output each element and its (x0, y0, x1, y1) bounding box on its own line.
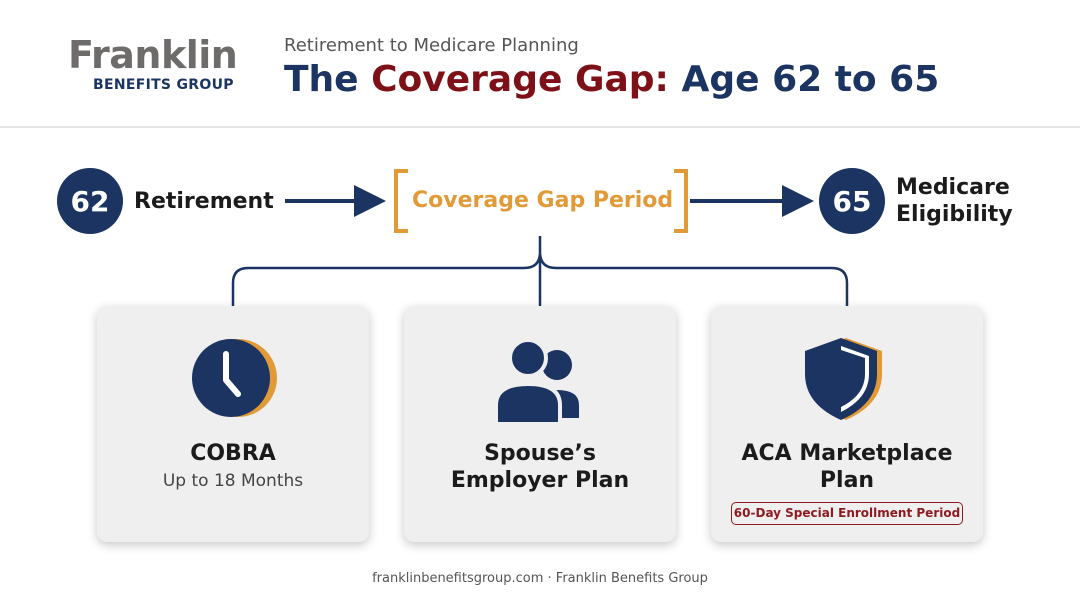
spouse-plan-title-line-1: Spouse’s (484, 441, 596, 466)
medicare-label-line-2: Eligibility (896, 202, 1013, 227)
cobra-title: COBRA (190, 441, 276, 466)
logo-name: Franklin (68, 33, 238, 77)
logo-subtitle: BENEFITS GROUP (93, 77, 234, 93)
users-icon (404, 334, 676, 422)
age-65-circle: 65 (819, 168, 885, 234)
cobra-card: COBRA Up to 18 Months (97, 306, 369, 542)
spouse-plan-title: Spouse’s Employer Plan (404, 440, 676, 494)
aca-plan-title-line-1: ACA Marketplace (741, 441, 953, 466)
header: Franklin BENEFITS GROUP Retirement to Me… (0, 0, 1080, 128)
footer: franklinbenefitsgroup.com · Franklin Ben… (372, 571, 708, 586)
gap-bracket-left (394, 169, 408, 233)
aca-plan-card: ACA Marketplace Plan 60-Day Special Enro… (711, 306, 983, 542)
supertitle: Retirement to Medicare Planning (284, 35, 579, 56)
aca-plan-title: ACA Marketplace Plan (711, 440, 983, 494)
coverage-gap-label: Coverage Gap Period (412, 188, 674, 213)
gap-bracket-right (674, 169, 688, 233)
medicare-label-line-1: Medicare (896, 175, 1010, 200)
tree-connector (231, 236, 849, 306)
title-part-1: The (284, 59, 372, 100)
spouse-plan-card: Spouse’s Employer Plan (404, 306, 676, 542)
medicare-eligibility-label: Medicare Eligibility (896, 174, 1013, 228)
spouse-plan-title-line-2: Employer Plan (450, 468, 630, 493)
aca-plan-title-line-2: Plan (819, 468, 875, 493)
enrollment-period-badge: 60-Day Special Enrollment Period (731, 502, 963, 525)
cobra-subtitle: Up to 18 Months (162, 471, 304, 491)
retirement-label: Retirement (134, 189, 274, 214)
shield-icon (711, 334, 983, 422)
age-62-circle: 62 (57, 168, 123, 234)
clock-icon (97, 334, 369, 422)
title-accent: Coverage Gap: (371, 59, 669, 100)
page-title: The Coverage Gap: Age 62 to 65 (284, 62, 939, 98)
title-part-2: Age 62 to 65 (668, 59, 940, 100)
